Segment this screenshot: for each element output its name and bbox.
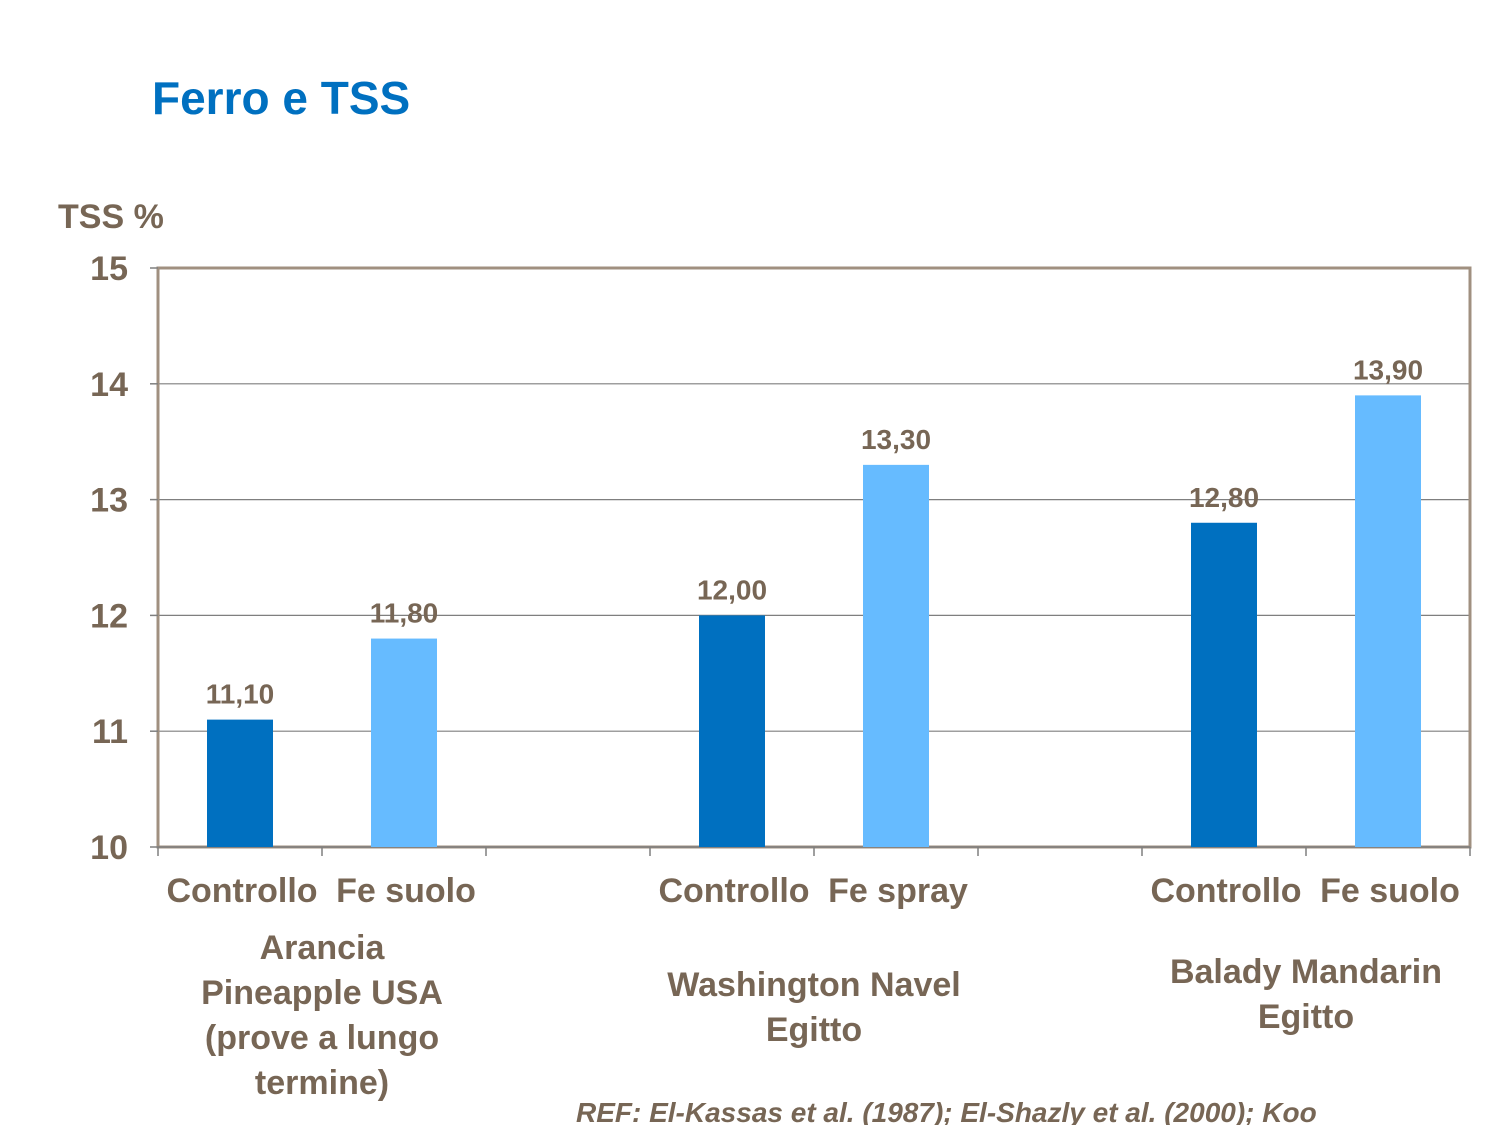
plot-frame [156,266,1472,849]
x-category-label: Controllo [166,872,317,910]
group-label: Arancia Pineapple USA (prove a lungo termin… [201,929,443,1102]
x-category-label: Fe spray [828,872,968,910]
bar-value-label: 12,00 [697,574,767,605]
bar-value-label: 13,90 [1353,354,1423,385]
page-title: Ferro e TSS [152,72,411,124]
group-label-line: Balady Mandarin [1170,953,1442,991]
y-axis-title: TSS % [58,198,164,236]
group-label: Balady Mandarin Egitto [1170,953,1442,1036]
bar-value-label: 12,80 [1189,482,1259,513]
group-label-line: Arancia [260,929,386,967]
y-tick-label: 11 [92,713,128,751]
bar-trattamento [863,464,929,847]
y-tick-label: 12 [90,597,128,635]
group-label-line: Egitto [766,1011,862,1049]
bar-value-label: 11,10 [206,679,275,710]
group-label-line: termine) [255,1064,389,1102]
group-label-line: Pineapple USA [201,974,443,1012]
x-category-label: Controllo [658,872,809,910]
group-label-line: Washington Navel [667,966,960,1004]
bar-layer [207,395,1421,847]
y-tick-label: 13 [90,482,128,520]
bar-trattamento [371,638,437,847]
group-label-line: (prove a lungo [205,1019,439,1057]
x-category-label: Fe suolo [1320,872,1460,910]
x-category-label: Controllo [1150,872,1301,910]
y-tick-label: 10 [90,829,128,867]
bar-value-label: 13,30 [861,424,931,455]
label-layer: 11,10 Controllo 11,80 Fe suolo 12,00 Controll… [166,354,1459,1102]
bar-trattamento [1355,395,1421,847]
group-label-line: Egitto [1258,998,1354,1036]
grid-layer [158,383,1470,732]
y-tick-label: 15 [90,250,128,288]
bar-value-label: 11,80 [370,598,439,629]
bar-controllo [699,615,765,847]
axis-layer: 10 11 12 13 14 15 [90,250,1471,867]
bar-controllo [1191,522,1257,847]
group-label: Washington Navel Egitto [667,966,960,1049]
y-tick-label: 14 [90,366,128,404]
reference-citation: REF: El-Kassas et al. (1987); El-Shazly … [576,1097,1317,1125]
bar-controllo [207,719,273,847]
x-category-label: Fe suolo [336,872,476,910]
